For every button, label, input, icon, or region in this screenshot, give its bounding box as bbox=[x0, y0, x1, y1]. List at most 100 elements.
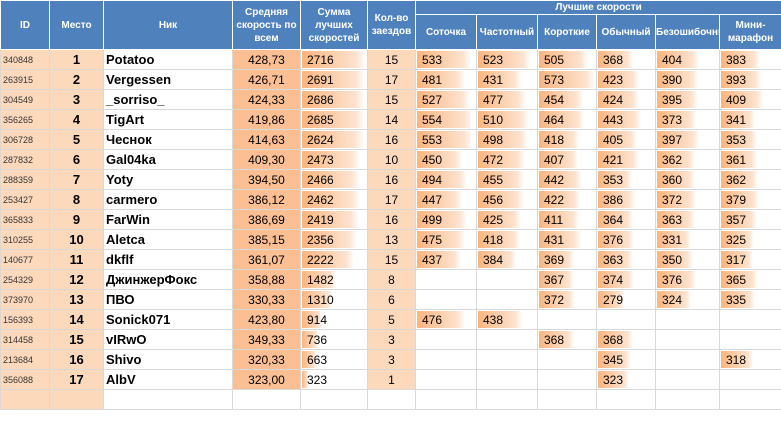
cell-speed-mode-4[interactable]: 374 bbox=[596, 269, 656, 290]
cell-speed-mode-1[interactable]: 527 bbox=[415, 89, 477, 110]
empty-cell[interactable] bbox=[415, 389, 477, 410]
cell-place[interactable]: 14 bbox=[49, 309, 104, 330]
cell-speed-mode-2[interactable] bbox=[476, 329, 538, 350]
table-row[interactable]: 340848 1 Potatoo 428,73 2716 15 533 523 505 368 40… bbox=[0, 49, 781, 70]
table-row[interactable]: 263915 2 Vergessen 426,71 2691 17 481 431 573 423… bbox=[0, 69, 781, 90]
table-row[interactable]: 287832 6 Gal04ka 409,30 2473 10 450 472 407 421 36… bbox=[0, 149, 781, 170]
cell-nick[interactable]: Yoty bbox=[103, 169, 233, 190]
cell-sum-best[interactable]: 2462 bbox=[300, 189, 368, 210]
cell-speed-mode-2[interactable] bbox=[476, 349, 538, 370]
cell-runs[interactable]: 5 bbox=[367, 309, 416, 330]
cell-nick[interactable]: dkflf bbox=[103, 249, 233, 270]
empty-cell[interactable] bbox=[367, 389, 416, 410]
cell-place[interactable]: 12 bbox=[49, 269, 104, 290]
cell-nick[interactable]: ДжинжерФокс bbox=[103, 269, 233, 290]
cell-speed-mode-4[interactable]: 368 bbox=[596, 329, 656, 350]
cell-runs[interactable]: 17 bbox=[367, 189, 416, 210]
cell-speed-mode-1[interactable]: 450 bbox=[415, 149, 477, 170]
cell-id[interactable]: 340848 bbox=[0, 49, 50, 70]
cell-speed-mode-3[interactable]: 422 bbox=[537, 189, 597, 210]
cell-speed-mode-6[interactable]: 357 bbox=[718, 209, 781, 230]
cell-speed-mode-3[interactable]: 418 bbox=[537, 129, 597, 150]
cell-place[interactable]: 3 bbox=[49, 89, 104, 110]
table-row[interactable]: 304549 3 _sorriso_ 424,33 2686 15 527 477 454 424… bbox=[0, 89, 781, 110]
cell-speed-mode-1[interactable] bbox=[415, 369, 477, 390]
cell-nick[interactable]: FarWin bbox=[103, 209, 233, 230]
cell-speed-mode-6[interactable]: 318 bbox=[718, 349, 781, 370]
table-row[interactable]: 156393 14 Sonick071 423,80 914 5 476 438 bbox=[0, 309, 781, 330]
cell-sum-best[interactable]: 2716 bbox=[300, 49, 368, 70]
cell-speed-mode-4[interactable]: 323 bbox=[596, 369, 656, 390]
header-runs[interactable]: Кол-во заездов bbox=[367, 0, 416, 50]
cell-avg-speed[interactable]: 419,86 bbox=[232, 109, 301, 130]
cell-avg-speed[interactable]: 428,73 bbox=[232, 49, 301, 70]
cell-speed-mode-5[interactable]: 376 bbox=[655, 269, 720, 290]
cell-nick[interactable]: Aletca bbox=[103, 229, 233, 250]
cell-speed-mode-6[interactable]: 353 bbox=[718, 129, 781, 150]
cell-place[interactable]: 9 bbox=[49, 209, 104, 230]
cell-nick[interactable]: Gal04ka bbox=[103, 149, 233, 170]
cell-id[interactable]: 140677 bbox=[0, 249, 50, 270]
cell-avg-speed[interactable]: 386,69 bbox=[232, 209, 301, 230]
cell-runs[interactable]: 17 bbox=[367, 69, 416, 90]
table-row[interactable]: 213684 16 Shivo 320,33 663 3 345 318 bbox=[0, 349, 781, 370]
table-row[interactable]: 365833 9 FarWin 386,69 2419 16 499 425 411 364 363… bbox=[0, 209, 781, 230]
cell-speed-mode-2[interactable]: 498 bbox=[476, 129, 538, 150]
empty-cell[interactable] bbox=[232, 389, 301, 410]
cell-speed-mode-4[interactable]: 353 bbox=[596, 169, 656, 190]
table-row[interactable]: 356265 4 TigArt 419,86 2685 14 554 510 464 443 373… bbox=[0, 109, 781, 130]
cell-speed-mode-5[interactable]: 397 bbox=[655, 129, 720, 150]
cell-sum-best[interactable]: 2685 bbox=[300, 109, 368, 130]
cell-speed-mode-5[interactable]: 363 bbox=[655, 209, 720, 230]
cell-id[interactable]: 304549 bbox=[0, 89, 50, 110]
header-id[interactable]: ID bbox=[0, 0, 50, 50]
empty-cell[interactable] bbox=[537, 389, 597, 410]
cell-speed-mode-4[interactable]: 423 bbox=[596, 69, 656, 90]
header-mode-korotkie[interactable]: Короткие bbox=[537, 14, 597, 50]
cell-speed-mode-3[interactable]: 368 bbox=[537, 329, 597, 350]
header-sum-best[interactable]: Сумма лучших скоростей bbox=[300, 0, 368, 50]
cell-id[interactable]: 356088 bbox=[0, 369, 50, 390]
cell-speed-mode-3[interactable]: 367 bbox=[537, 269, 597, 290]
cell-sum-best[interactable]: 2686 bbox=[300, 89, 368, 110]
table-row[interactable]: 314458 15 vIRwO 349,33 736 3 368 368 bbox=[0, 329, 781, 350]
cell-speed-mode-5[interactable] bbox=[655, 329, 720, 350]
cell-speed-mode-5[interactable]: 362 bbox=[655, 149, 720, 170]
cell-nick[interactable]: Shivo bbox=[103, 349, 233, 370]
cell-id[interactable]: 263915 bbox=[0, 69, 50, 90]
cell-id[interactable]: 373970 bbox=[0, 289, 50, 310]
cell-runs[interactable]: 16 bbox=[367, 209, 416, 230]
table-row[interactable]: 253427 8 carmero 386,12 2462 17 447 456 422 386 37… bbox=[0, 189, 781, 210]
cell-avg-speed[interactable]: 358,88 bbox=[232, 269, 301, 290]
cell-speed-mode-4[interactable] bbox=[596, 309, 656, 330]
cell-runs[interactable]: 1 bbox=[367, 369, 416, 390]
empty-cell[interactable] bbox=[300, 389, 368, 410]
cell-speed-mode-5[interactable]: 395 bbox=[655, 89, 720, 110]
table-row[interactable]: 288359 7 Yoty 394,50 2466 16 494 455 442 353 360 36… bbox=[0, 169, 781, 190]
table-row[interactable]: 310255 10 Aletca 385,15 2356 13 475 418 431 376 33… bbox=[0, 229, 781, 250]
cell-speed-mode-1[interactable] bbox=[415, 289, 477, 310]
cell-speed-mode-5[interactable] bbox=[655, 309, 720, 330]
cell-speed-mode-3[interactable]: 505 bbox=[537, 49, 597, 70]
cell-speed-mode-3[interactable] bbox=[537, 349, 597, 370]
cell-speed-mode-1[interactable]: 437 bbox=[415, 249, 477, 270]
cell-speed-mode-6[interactable]: 409 bbox=[718, 89, 781, 110]
cell-speed-mode-1[interactable]: 533 bbox=[415, 49, 477, 70]
cell-speed-mode-6[interactable]: 362 bbox=[718, 169, 781, 190]
cell-speed-mode-5[interactable]: 390 bbox=[655, 69, 720, 90]
cell-sum-best[interactable]: 2473 bbox=[300, 149, 368, 170]
cell-runs[interactable]: 3 bbox=[367, 349, 416, 370]
cell-sum-best[interactable]: 2624 bbox=[300, 129, 368, 150]
cell-sum-best[interactable]: 2691 bbox=[300, 69, 368, 90]
cell-avg-speed[interactable]: 385,15 bbox=[232, 229, 301, 250]
header-mode-chastotny[interactable]: Частотный bbox=[476, 14, 538, 50]
cell-place[interactable]: 11 bbox=[49, 249, 104, 270]
cell-id[interactable]: 287832 bbox=[0, 149, 50, 170]
cell-runs[interactable]: 15 bbox=[367, 249, 416, 270]
cell-speed-mode-4[interactable]: 279 bbox=[596, 289, 656, 310]
cell-speed-mode-1[interactable]: 476 bbox=[415, 309, 477, 330]
cell-speed-mode-1[interactable]: 475 bbox=[415, 229, 477, 250]
cell-id[interactable]: 365833 bbox=[0, 209, 50, 230]
cell-speed-mode-2[interactable] bbox=[476, 269, 538, 290]
cell-speed-mode-4[interactable]: 345 bbox=[596, 349, 656, 370]
